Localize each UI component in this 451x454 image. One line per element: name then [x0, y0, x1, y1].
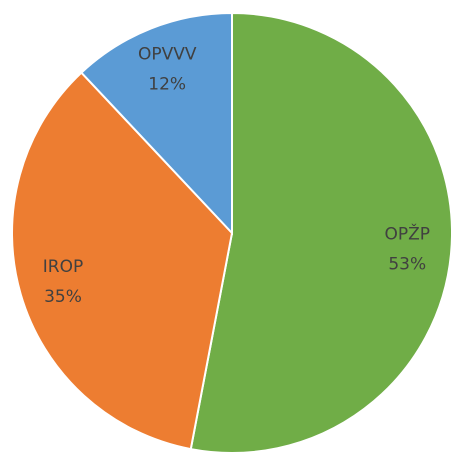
- pie-slice: [79, 11, 233, 236]
- pie-slice: [189, 11, 451, 454]
- slice-percent: 53%: [388, 255, 426, 275]
- slice-name: OPŽP: [384, 223, 430, 245]
- slice-percent: 12%: [148, 74, 186, 94]
- slice-name: OPVVV: [138, 44, 197, 64]
- slice-percent: 35%: [44, 287, 82, 307]
- slice-name: IROP: [43, 257, 83, 277]
- pie-slice: [11, 71, 234, 451]
